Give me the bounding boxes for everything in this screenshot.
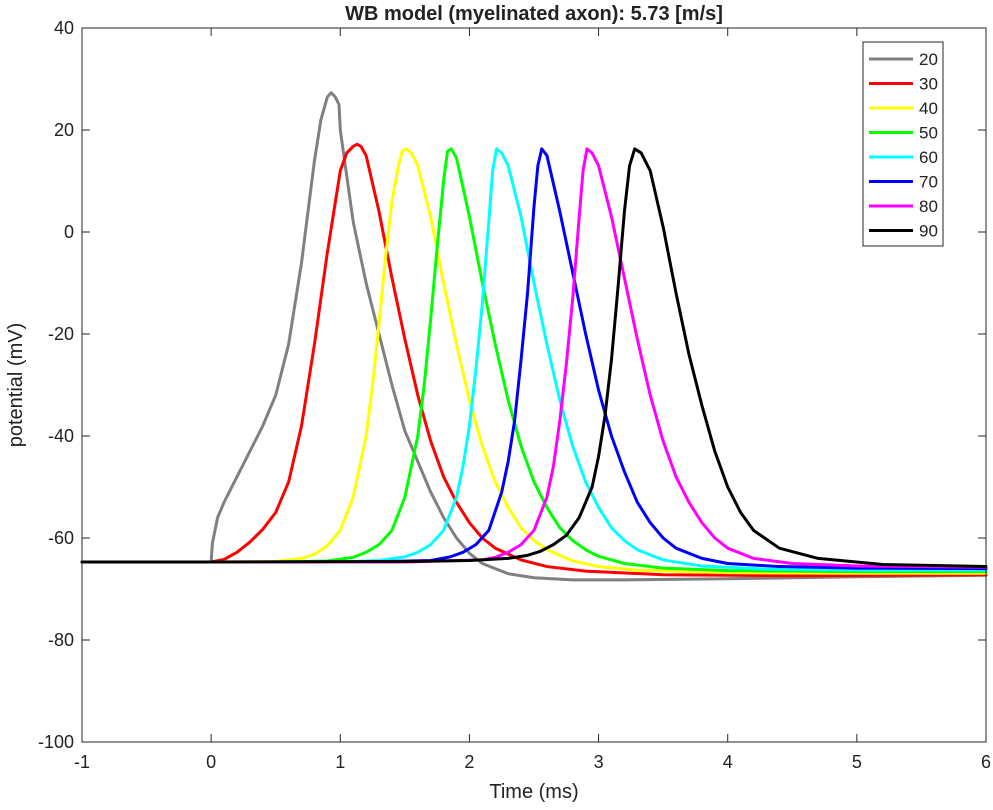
series-line-20 (80, 91, 988, 582)
y-tick-label: 40 (54, 18, 74, 38)
y-tick-label: -80 (48, 630, 74, 650)
y-tick-label: 0 (64, 222, 74, 242)
plot-area-frame (81, 27, 987, 743)
axis-ticks: -1 0 1 2 3 4 5 6 -100 -80 -60 -40 -20 0 20 40 (38, 18, 991, 772)
x-tick-label: 5 (852, 752, 862, 772)
chart-title: WB model (myelinated axon): 5.73 [m/s] (345, 3, 723, 25)
legend-label-80: 80 (919, 197, 938, 216)
x-tick-label: 2 (464, 752, 474, 772)
series-line-30 (80, 142, 988, 578)
legend-box (862, 41, 944, 247)
x-tick-label: 1 (335, 752, 345, 772)
y-tick-label: -60 (48, 528, 74, 548)
legend-label-30: 30 (919, 75, 938, 94)
y-axis-label: potential (mV) (5, 323, 27, 448)
x-tick-label: 4 (723, 752, 733, 772)
legend: 20 30 40 50 60 70 80 90 (862, 41, 944, 247)
legend-label-60: 60 (919, 148, 938, 167)
x-tick-label: -1 (74, 752, 90, 772)
y-tick-label: 20 (54, 120, 74, 140)
legend-label-40: 40 (919, 99, 938, 118)
series-line-40 (80, 147, 988, 575)
series-line-70 (80, 147, 988, 571)
legend-label-90: 90 (919, 222, 938, 241)
series-line-90 (80, 147, 988, 569)
series-line-80 (80, 147, 988, 569)
legend-label-50: 50 (919, 124, 938, 143)
x-tick-label: 3 (594, 752, 604, 772)
x-tick-label: 0 (206, 752, 216, 772)
y-tick-label: -20 (48, 324, 74, 344)
y-tick-label: -40 (48, 426, 74, 446)
series-line-60 (80, 147, 988, 572)
legend-label-20: 20 (919, 50, 938, 69)
series-line-50 (80, 147, 988, 574)
legend-label-70: 70 (919, 173, 938, 192)
x-axis-label: Time (ms) (489, 781, 578, 803)
x-tick-label: 6 (981, 752, 991, 772)
y-tick-label: -100 (38, 732, 74, 752)
series-layer (80, 91, 988, 582)
